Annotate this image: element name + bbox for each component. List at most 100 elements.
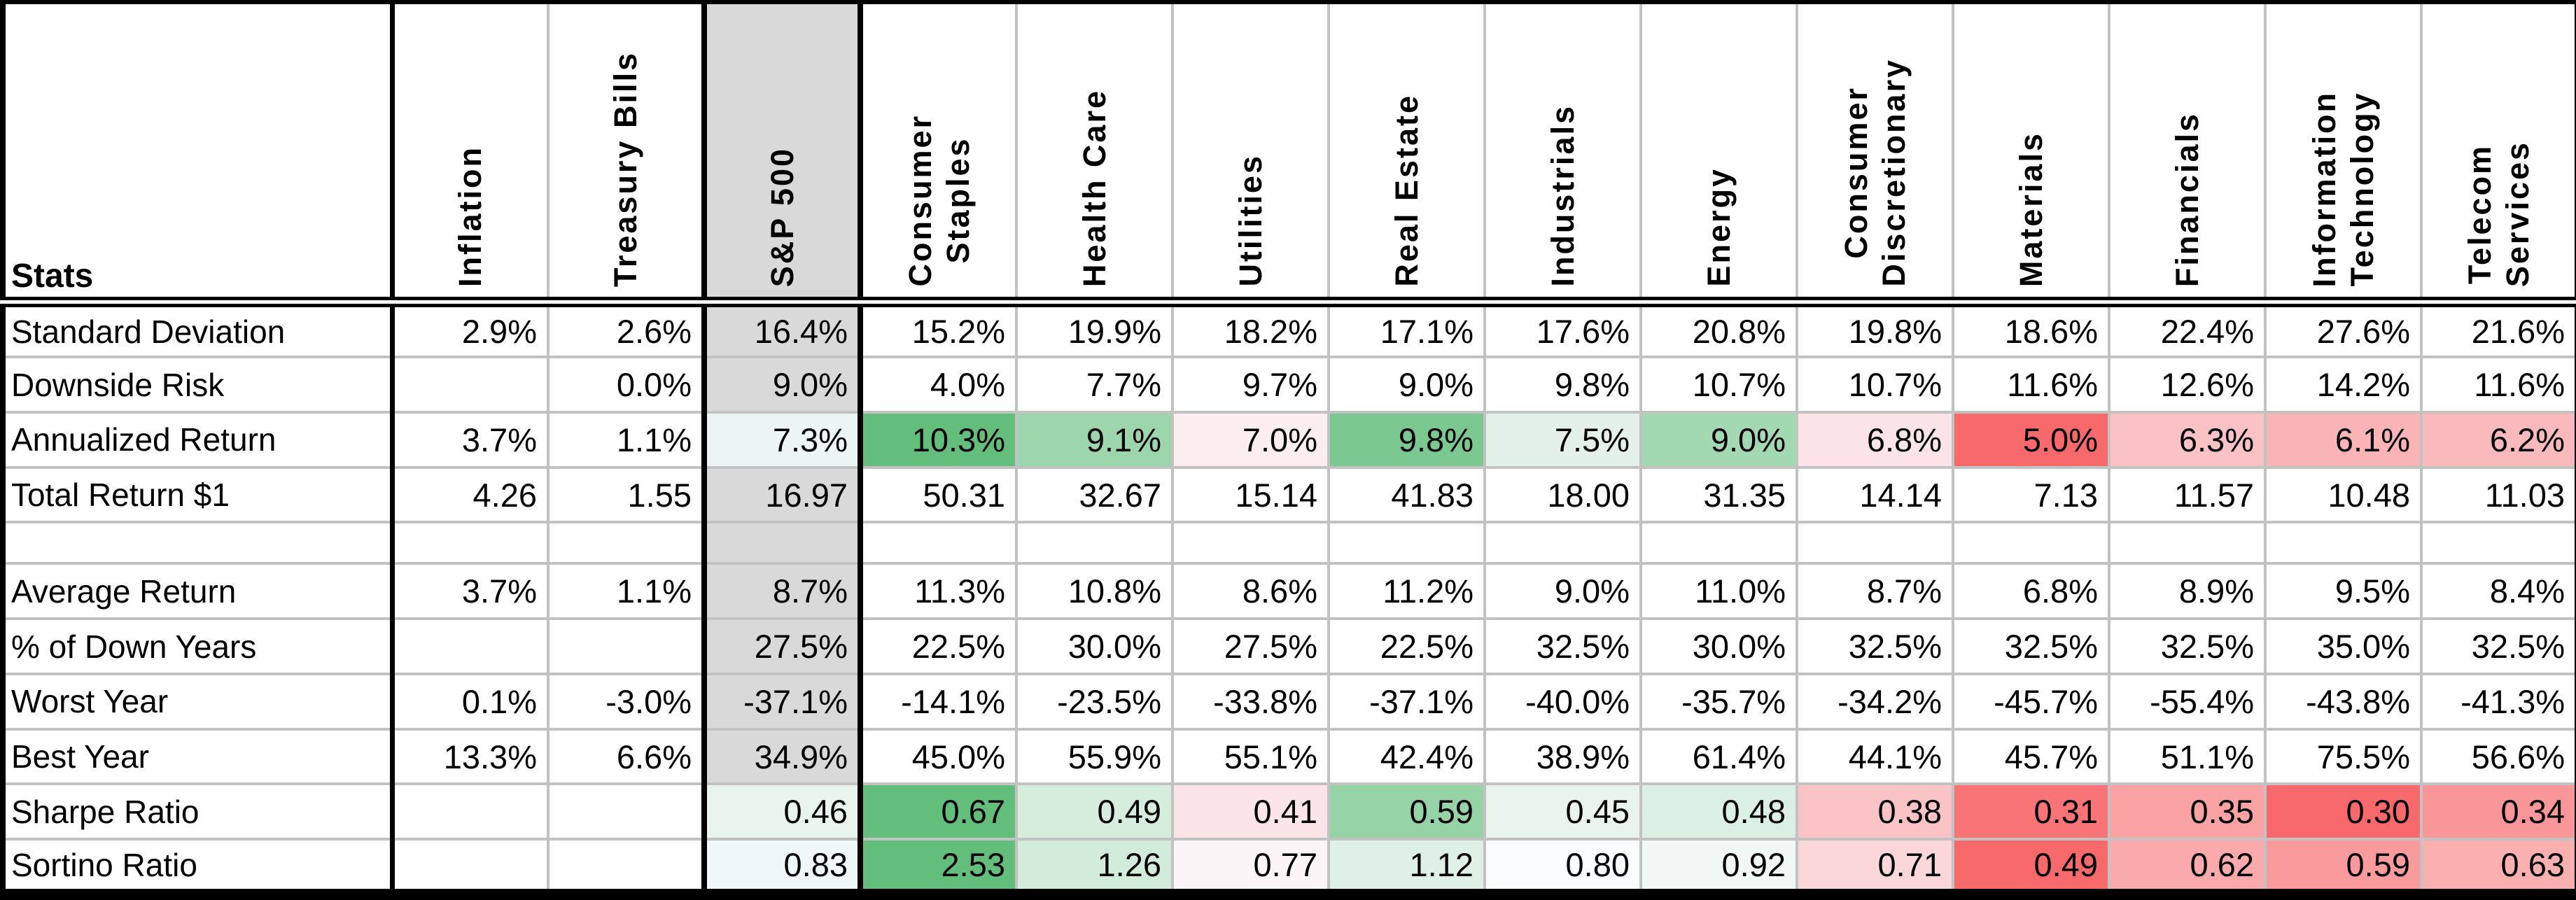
cell-worst-year-health-care: -23.5% xyxy=(1015,672,1174,731)
table-row-best-year: Best Year 13.3% 6.6% 34.9% 45.0% 55.9% 55.1% 42… xyxy=(1,727,2576,786)
cell-sortino-ratio-materials: 0.49 xyxy=(1952,838,2110,896)
cell-standard-deviation-consumer-discretionary: 19.8% xyxy=(1795,300,1954,359)
cell-sortino-ratio-information-technology: 0.59 xyxy=(2264,838,2423,896)
cell-downside-risk-treasury-bills: 0.0% xyxy=(547,356,706,414)
cell-annualized-return-materials: 5.0% xyxy=(1952,410,2110,469)
cell-average-return-materials: 6.8% xyxy=(1952,562,2110,621)
cell-annualized-return-consumer-discretionary: 6.8% xyxy=(1795,410,1954,469)
column-header-energy: Energy xyxy=(1639,2,1798,307)
cell-of-down-years-energy: 30.0% xyxy=(1639,617,1798,675)
cell-standard-deviation-energy: 20.8% xyxy=(1639,300,1798,359)
cell-downside-risk-health-care: 7.7% xyxy=(1015,356,1174,414)
column-header-health-care: Health Care xyxy=(1015,2,1174,307)
cell-annualized-return-s-p-500: 7.3% xyxy=(701,410,863,469)
table-body: Standard Deviation 2.9% 2.6% 16.4% 15.2% 19.9… xyxy=(1,300,2576,896)
cell-sharpe-ratio-telecom-services: 0.34 xyxy=(2420,782,2576,841)
cell-standard-deviation-utilities: 18.2% xyxy=(1171,300,1330,359)
cell-standard-deviation-telecom-services: 21.6% xyxy=(2420,300,2576,359)
cell-of-down-years-real-estate: 22.5% xyxy=(1327,617,1486,675)
cell-best-year-real-estate: 42.4% xyxy=(1327,727,1486,786)
cell-worst-year-utilities: -33.8% xyxy=(1171,672,1330,731)
column-header-label: Telecom Services xyxy=(2461,140,2535,287)
cell-average-return-health-care: 10.8% xyxy=(1015,562,1174,621)
row-label: Average Return xyxy=(1,562,393,621)
cell-of-down-years-utilities: 27.5% xyxy=(1171,617,1330,675)
cell-downside-risk-materials: 11.6% xyxy=(1952,356,2110,414)
row-label: Total Return $1 xyxy=(1,465,393,524)
cell-of-down-years-materials: 32.5% xyxy=(1952,617,2110,675)
cell-sortino-ratio-financials: 0.62 xyxy=(2108,838,2267,896)
column-header-label: S&P 500 xyxy=(764,146,800,287)
cell-blank-consumer-staples xyxy=(859,521,1018,565)
row-label: Worst Year xyxy=(1,672,393,731)
cell-best-year-s-p-500: 34.9% xyxy=(701,727,863,786)
cell-total-return-1-treasury-bills: 1.55 xyxy=(547,465,706,524)
cell-average-return-utilities: 8.6% xyxy=(1171,562,1330,621)
column-header-label: Health Care xyxy=(1076,88,1112,287)
row-label: Sortino Ratio xyxy=(1,838,393,896)
cell-worst-year-consumer-discretionary: -34.2% xyxy=(1795,672,1954,731)
table-row-downside-risk: Downside Risk 0.0% 9.0% 4.0% 7.7% 9.7% 9.0% 9.8… xyxy=(1,356,2576,414)
cell-blank-industrials xyxy=(1483,521,1642,565)
cell-sharpe-ratio-consumer-staples: 0.67 xyxy=(859,782,1018,841)
cell-downside-risk-real-estate: 9.0% xyxy=(1327,356,1486,414)
corner-header-cell: Stats xyxy=(1,2,393,307)
cell-of-down-years-consumer-discretionary: 32.5% xyxy=(1795,617,1954,675)
row-label: % of Down Years xyxy=(1,617,393,675)
cell-standard-deviation-materials: 18.6% xyxy=(1952,300,2110,359)
cell-average-return-information-technology: 9.5% xyxy=(2264,562,2423,621)
cell-annualized-return-inflation: 3.7% xyxy=(389,410,550,469)
cell-blank-materials xyxy=(1952,521,2110,565)
cell-sharpe-ratio-energy: 0.48 xyxy=(1639,782,1798,841)
header-row: Stats Inflation Treasury Bills S&P 500 Cons… xyxy=(1,2,2576,307)
cell-best-year-treasury-bills: 6.6% xyxy=(547,727,706,786)
cell-of-down-years-industrials: 32.5% xyxy=(1483,617,1642,675)
cell-annualized-return-telecom-services: 6.2% xyxy=(2420,410,2576,469)
cell-of-down-years-s-p-500: 27.5% xyxy=(701,617,863,675)
cell-standard-deviation-industrials: 17.6% xyxy=(1483,300,1642,359)
cell-downside-risk-inflation xyxy=(389,356,550,414)
row-label: Downside Risk xyxy=(1,356,393,414)
spacer-row xyxy=(1,521,2576,565)
cell-sortino-ratio-telecom-services: 0.63 xyxy=(2420,838,2576,896)
cell-average-return-industrials: 9.0% xyxy=(1483,562,1642,621)
cell-average-return-treasury-bills: 1.1% xyxy=(547,562,706,621)
row-label xyxy=(1,521,393,565)
cell-best-year-industrials: 38.9% xyxy=(1483,727,1642,786)
cell-sharpe-ratio-information-technology: 0.30 xyxy=(2264,782,2423,841)
cell-total-return-1-financials: 11.57 xyxy=(2108,465,2267,524)
column-header-information-technology: Information Technology xyxy=(2264,2,2423,307)
cell-standard-deviation-real-estate: 17.1% xyxy=(1327,300,1486,359)
cell-best-year-financials: 51.1% xyxy=(2108,727,2267,786)
cell-best-year-utilities: 55.1% xyxy=(1171,727,1330,786)
column-header-label: Treasury Bills xyxy=(607,50,643,287)
column-header-treasury-bills: Treasury Bills xyxy=(547,2,706,307)
cell-total-return-1-information-technology: 10.48 xyxy=(2264,465,2423,524)
row-label: Annualized Return xyxy=(1,410,393,469)
cell-total-return-1-materials: 7.13 xyxy=(1952,465,2110,524)
cell-annualized-return-financials: 6.3% xyxy=(2108,410,2267,469)
cell-blank-inflation xyxy=(389,521,550,565)
cell-best-year-information-technology: 75.5% xyxy=(2264,727,2423,786)
cell-standard-deviation-information-technology: 27.6% xyxy=(2264,300,2423,359)
cell-worst-year-financials: -55.4% xyxy=(2108,672,2267,731)
row-label: Best Year xyxy=(1,727,393,786)
column-header-s-p-500: S&P 500 xyxy=(701,2,863,307)
column-header-label: Information Technology xyxy=(2306,90,2380,287)
column-header-financials: Financials xyxy=(2108,2,2267,307)
cell-downside-risk-utilities: 9.7% xyxy=(1171,356,1330,414)
column-header-label: Consumer Discretionary xyxy=(1837,58,1912,287)
table-row-standard-deviation: Standard Deviation 2.9% 2.6% 16.4% 15.2% 19.9… xyxy=(1,300,2576,359)
column-header-consumer-discretionary: Consumer Discretionary xyxy=(1795,2,1954,307)
cell-average-return-energy: 11.0% xyxy=(1639,562,1798,621)
cell-blank-telecom-services xyxy=(2420,521,2576,565)
cell-average-return-financials: 8.9% xyxy=(2108,562,2267,621)
cell-worst-year-industrials: -40.0% xyxy=(1483,672,1642,731)
cell-average-return-real-estate: 11.2% xyxy=(1327,562,1486,621)
cell-worst-year-treasury-bills: -3.0% xyxy=(547,672,706,731)
cell-annualized-return-industrials: 7.5% xyxy=(1483,410,1642,469)
cell-worst-year-information-technology: -43.8% xyxy=(2264,672,2423,731)
column-header-label: Real Estate xyxy=(1388,94,1424,287)
cell-downside-risk-information-technology: 14.2% xyxy=(2264,356,2423,414)
cell-worst-year-inflation: 0.1% xyxy=(389,672,550,731)
